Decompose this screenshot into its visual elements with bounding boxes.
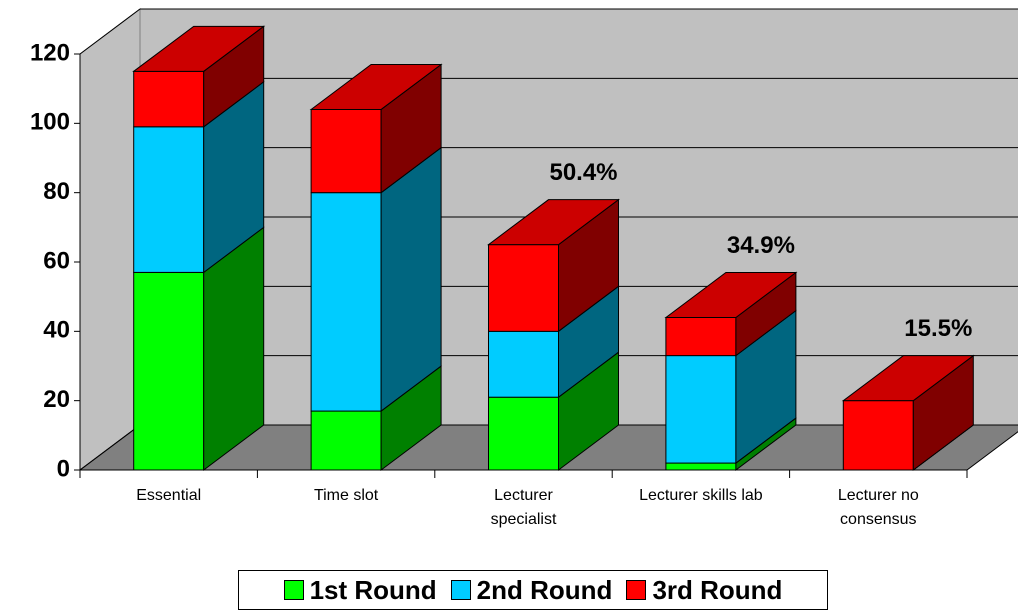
annotation: 50.4% [549,159,617,186]
bar-segment [842,400,914,471]
bar-top [132,25,266,72]
x-tick-label: Lecturer specialist [490,487,557,528]
bar-segment [665,462,737,471]
x-tick-label: Time slot [313,487,379,504]
legend-entry: 3rd Round [626,575,782,606]
bar-segment [310,410,382,471]
bar-segment [310,108,382,194]
bar-segment [133,126,205,273]
x-tick-label: Lecturer skills lab [639,487,763,504]
bar-top [664,271,798,318]
y-tick-label: 120 [30,39,70,66]
x-tick-label: Essential [136,487,202,504]
bar-segment [665,355,737,464]
bar-top [487,199,620,246]
annotation: 34.9% [727,232,795,259]
y-tick-label: 100 [30,109,70,136]
legend-swatch [283,580,304,600]
bar-segment [665,316,737,357]
bar-segment [488,244,559,332]
bar-top [841,355,975,402]
legend-swatch [450,580,471,600]
legend-entry: 2nd Round [450,574,613,606]
bar-segment [488,330,559,398]
y-tick-label: 0 [57,455,70,482]
bar-segment [310,192,382,412]
y-tick-label: 80 [43,178,70,205]
y-tick-label: 40 [43,317,70,344]
legend-label: 3rd Round [652,574,783,605]
x-tick-label: Lecturer no consensus [837,487,919,528]
bar-side [380,146,442,413]
legend-label: 1st Round [309,574,437,605]
bar-segment [133,70,205,128]
y-tick-label: 60 [43,247,70,274]
legend-label: 2nd Round [476,574,613,605]
legend-entry: 1st Round [283,574,437,606]
bar-segment [488,396,559,471]
legend-swatch [626,580,647,600]
grid-line-side [79,424,141,471]
side-wall [79,8,141,471]
grid-line-side [79,8,141,55]
y-tick-label: 20 [43,386,70,413]
annotation: 15.5% [904,315,972,342]
legend: 1st Round 2nd Round 3rd Round [238,570,828,610]
bar-top [309,63,443,110]
bar-segment [133,271,205,471]
